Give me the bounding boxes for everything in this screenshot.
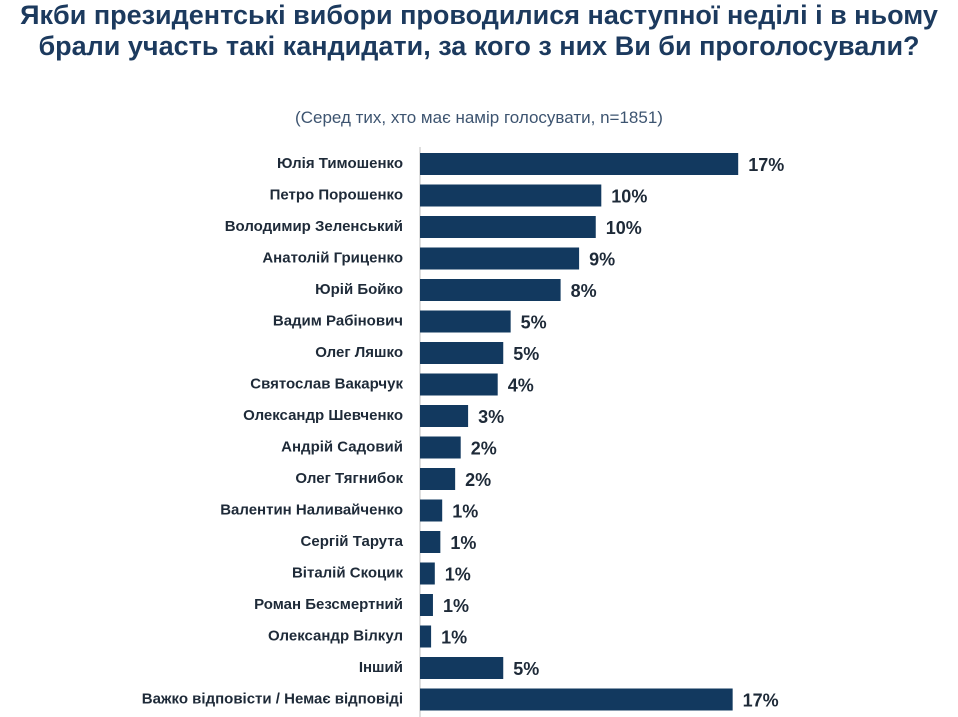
bar bbox=[420, 436, 461, 459]
category-label: Олександр Вілкул bbox=[268, 627, 403, 644]
bar bbox=[420, 279, 561, 301]
category-label: Святослав Вакарчук bbox=[250, 375, 403, 392]
data-label: 5% bbox=[513, 344, 539, 364]
bar bbox=[420, 373, 498, 396]
data-label: 5% bbox=[521, 312, 547, 332]
bar bbox=[420, 405, 469, 427]
data-label: 9% bbox=[589, 249, 615, 269]
category-label: Важко відповісти / Немає відповіді bbox=[142, 690, 403, 707]
bar bbox=[420, 310, 511, 333]
data-label: 2% bbox=[465, 470, 491, 490]
bar bbox=[420, 562, 435, 585]
data-label: 4% bbox=[508, 375, 534, 395]
chart-subtitle: (Серед тих, хто має намір голосувати, n=… bbox=[295, 108, 663, 127]
data-label: 1% bbox=[445, 564, 471, 584]
bar bbox=[420, 625, 432, 648]
bar bbox=[420, 342, 504, 364]
category-label: Володимир Зеленський bbox=[225, 218, 403, 235]
data-label: 8% bbox=[571, 281, 597, 301]
data-label: 1% bbox=[441, 627, 467, 647]
category-label: Олег Ляшко bbox=[315, 344, 403, 361]
category-label: Валентин Наливайченко bbox=[220, 501, 403, 518]
data-label: 17% bbox=[748, 155, 784, 175]
data-label: 1% bbox=[443, 596, 469, 616]
data-label: 1% bbox=[450, 533, 476, 553]
category-label: Олександр Шевченко bbox=[243, 407, 403, 424]
category-label: Вадим Рабінович bbox=[273, 312, 403, 329]
category-label: Роман Безсмертний bbox=[254, 596, 403, 613]
bar bbox=[420, 688, 733, 711]
data-label: 5% bbox=[513, 659, 539, 679]
data-label: 10% bbox=[606, 218, 642, 238]
data-label: 10% bbox=[611, 186, 647, 206]
bar bbox=[420, 594, 433, 616]
bar bbox=[420, 216, 596, 238]
bar bbox=[420, 531, 441, 553]
data-label: 2% bbox=[471, 438, 497, 458]
data-label: 1% bbox=[452, 501, 478, 521]
data-label: 3% bbox=[478, 407, 504, 427]
bar bbox=[420, 184, 602, 207]
category-label: Андрій Садовий bbox=[281, 438, 403, 455]
category-label: Юлія Тимошенко bbox=[277, 155, 403, 172]
bar bbox=[420, 468, 456, 490]
category-label: Інший bbox=[359, 659, 403, 676]
data-label: 17% bbox=[743, 690, 779, 710]
bar bbox=[420, 499, 443, 522]
category-label: Юрій Бойко bbox=[315, 281, 403, 298]
bar bbox=[420, 153, 739, 175]
category-label: Олег Тягнибок bbox=[295, 470, 403, 487]
category-label: Сергій Тарута bbox=[301, 533, 404, 550]
category-label: Петро Порошенко bbox=[270, 186, 403, 203]
bar bbox=[420, 657, 504, 679]
chart-title: Якби президентські вибори проводилися на… bbox=[20, 0, 938, 61]
bar bbox=[420, 247, 580, 270]
category-label: Віталій Скоцик bbox=[292, 564, 404, 581]
category-label: Анатолій Гриценко bbox=[262, 249, 403, 266]
